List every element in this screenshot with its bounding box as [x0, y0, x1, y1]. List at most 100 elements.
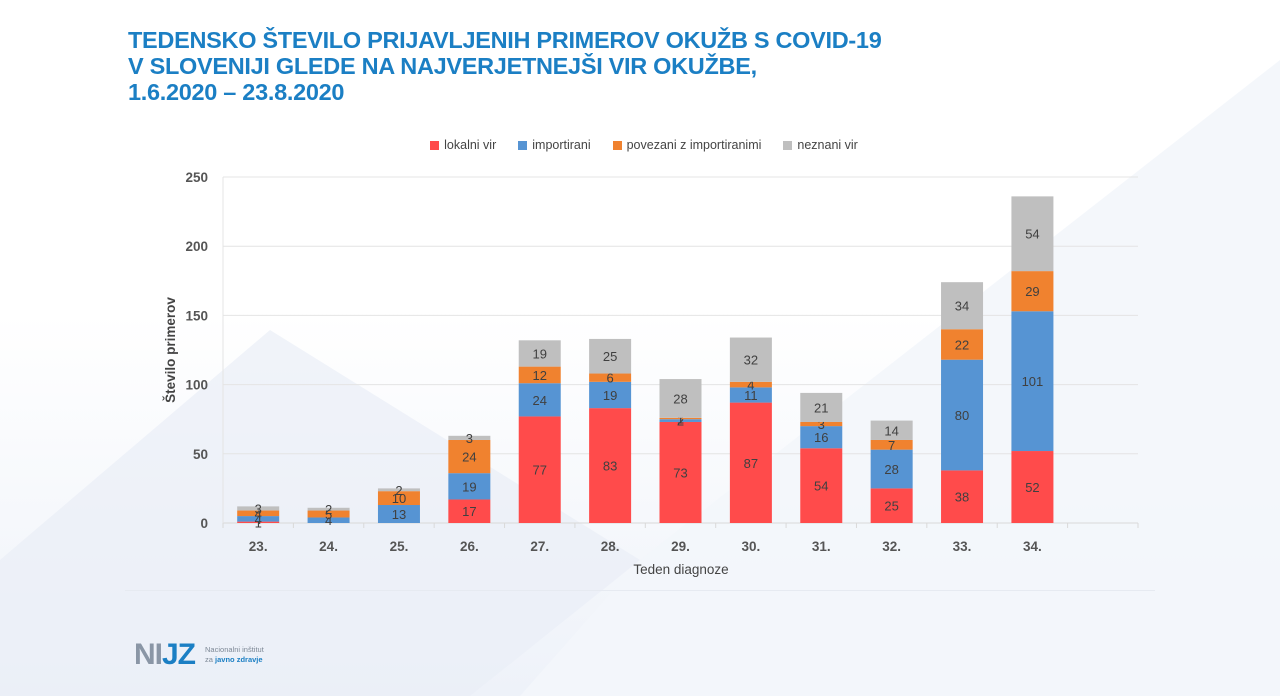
- bar-segment-importirani: [518, 383, 561, 417]
- data-label: 3: [466, 431, 473, 446]
- bar-stack-33: 38 80 22 34: [941, 282, 984, 523]
- y-tick-label: 100: [185, 378, 208, 393]
- data-label: 1: [255, 515, 262, 530]
- bar-segment-povezani-z-importiranimi: [1011, 271, 1054, 312]
- bar-segment-povezani-z-importiranimi: [941, 329, 984, 360]
- data-label: 54: [1025, 227, 1039, 242]
- bar-stack-28: 83 19 6 25: [589, 338, 632, 523]
- data-label: 1: [677, 412, 684, 427]
- legend-swatch-importirani: [518, 140, 528, 150]
- divider: [125, 590, 1155, 591]
- title-line-1: TEDENSKO ŠTEVILO PRIJAVLJENIH PRIMEROV O…: [128, 27, 882, 53]
- x-tick-label: 33.: [953, 539, 972, 554]
- bar-segment-neznani-vir: [589, 338, 632, 374]
- legend-label: importirani: [532, 138, 591, 152]
- bar-segment-importirani: [800, 426, 843, 449]
- bar-segment-povezani-z-importiranimi: [518, 366, 561, 384]
- x-tick-label: 34.: [1023, 539, 1042, 554]
- data-label: 25: [884, 499, 898, 514]
- data-label: 87: [744, 456, 758, 471]
- bar-segment-importirani: [377, 505, 420, 523]
- data-label: 22: [955, 337, 969, 352]
- data-label: 34: [955, 299, 969, 314]
- bar-segment-lokalni-vir: [448, 499, 491, 523]
- data-label: 3: [818, 417, 825, 432]
- data-label: 73: [673, 465, 687, 480]
- y-tick-label: 150: [185, 308, 208, 323]
- bar-segment-neznani-vir: [870, 420, 913, 440]
- data-label: 4: [747, 378, 754, 393]
- x-axis-ticks: 23. 24. 25. 26. 27. 28. 29. 30. 31. 32. 33. 34.: [222, 523, 1139, 554]
- data-label: 13: [392, 507, 406, 522]
- bar-segment-lokalni-vir: [237, 521, 280, 523]
- data-label: 54: [814, 479, 828, 494]
- bar-segment-neznani-vir: [800, 392, 843, 422]
- x-tick-label: 32.: [882, 539, 901, 554]
- bar-segment-lokalni-vir: [729, 402, 772, 523]
- bar-segment-lokalni-vir: [1011, 451, 1054, 523]
- data-label: 4: [325, 513, 332, 528]
- data-label: 14: [884, 423, 898, 438]
- bar-segment-povezani-z-importiranimi: [659, 417, 702, 420]
- bar-stack-27: 77 24 12 19: [518, 340, 561, 523]
- legend-label: neznani vir: [797, 138, 858, 152]
- chart-title: TEDENSKO ŠTEVILO PRIJAVLJENIH PRIMEROV O…: [128, 27, 882, 105]
- bar-segment-povezani-z-importiranimi: [377, 491, 420, 506]
- data-label: 19: [532, 346, 546, 361]
- data-label: 101: [1022, 374, 1044, 389]
- bar-segment-importirani: [941, 359, 984, 471]
- data-label: 4: [255, 506, 262, 521]
- data-label: 52: [1025, 480, 1039, 495]
- bar-segment-lokalni-vir: [518, 416, 561, 523]
- legend-item-povezani: povezani z importiranimi: [612, 138, 761, 152]
- data-label: 24: [462, 450, 476, 465]
- y-tick-label: 0: [200, 516, 208, 531]
- legend-label: lokalni vir: [444, 138, 497, 152]
- bar-segment-importirani: [659, 419, 702, 422]
- data-label: 2: [677, 414, 684, 429]
- logo-mark: NIJZ: [134, 638, 196, 671]
- data-label: 24: [532, 393, 546, 408]
- x-tick-label: 31.: [812, 539, 831, 554]
- legend-swatch-neznani-vir: [783, 140, 793, 150]
- data-label: 2: [395, 483, 402, 498]
- bar-segment-povezani-z-importiranimi: [237, 510, 280, 517]
- data-label: 19: [603, 388, 617, 403]
- data-label: 80: [955, 408, 969, 423]
- bar-segment-importirani: [870, 449, 913, 489]
- legend-swatch-povezani: [612, 140, 622, 150]
- bar-segment-lokalni-vir: [659, 421, 702, 523]
- x-tick-label: 25.: [390, 539, 409, 554]
- bar-segment-neznani-vir: [659, 379, 702, 418]
- x-axis-label: Teden diagnoze: [633, 562, 728, 577]
- bar-segment-neznani-vir: [307, 507, 350, 511]
- legend-swatch-lokalni-vir: [430, 140, 440, 150]
- data-label: 77: [532, 463, 546, 478]
- bar-segment-neznani-vir: [448, 435, 491, 440]
- bar-segment-povezani-z-importiranimi: [589, 373, 632, 382]
- data-label: 28: [884, 462, 898, 477]
- bar-segment-importirani: [589, 381, 632, 409]
- bar-segment-neznani-vir: [941, 282, 984, 330]
- bar-segment-neznani-vir: [518, 340, 561, 367]
- data-label: 83: [603, 459, 617, 474]
- bar-segment-importirani: [729, 387, 772, 403]
- legend-item-importirani: importirani: [518, 138, 591, 152]
- y-tick-label: 200: [185, 239, 208, 254]
- bar-segment-lokalni-vir: [800, 448, 843, 523]
- chart-legend: lokalni vir importirani povezani z impor…: [0, 138, 1280, 152]
- legend-item-lokalni-vir: lokalni vir: [430, 138, 496, 152]
- data-label: 25: [603, 349, 617, 364]
- data-label: 16: [814, 430, 828, 445]
- title-line-3: 1.6.2020 – 23.8.2020: [128, 79, 345, 105]
- bar-stack-31: 54 163 21: [800, 392, 843, 523]
- bar-stack-29: 73 21 28: [659, 379, 702, 523]
- data-label: 17: [462, 504, 476, 519]
- bar-segment-importirani: [1011, 311, 1054, 452]
- x-tick-label: 27.: [530, 539, 549, 554]
- data-label: 7: [888, 438, 895, 453]
- bar-segment-neznani-vir: [237, 506, 280, 511]
